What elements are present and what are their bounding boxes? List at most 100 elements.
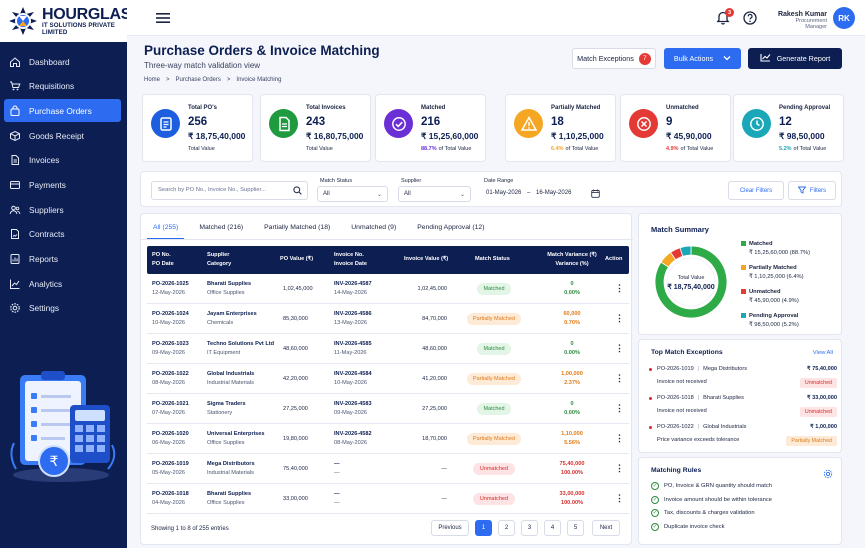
donut-slice-pending-approval[interactable] bbox=[679, 245, 692, 257]
sidebar-item-settings[interactable]: Settings bbox=[4, 297, 121, 320]
table-row[interactable]: PO-2026-1018 04-May-2026 Bharati Supplies O… bbox=[147, 484, 629, 514]
col-invoice-value[interactable]: Invoice Value (₹) bbox=[404, 256, 449, 262]
invoice-number[interactable]: INV-2026-4584 bbox=[334, 371, 372, 377]
breadcrumb-home[interactable]: Home bbox=[144, 77, 161, 83]
generate-report-button[interactable]: Generate Report bbox=[748, 48, 842, 69]
tab-unmatched[interactable]: Unmatched (9) bbox=[351, 224, 397, 231]
row-actions-menu-icon[interactable]: ⋮ bbox=[615, 343, 624, 353]
table-row[interactable]: PO-2026-1024 10-May-2026 Jayam Enterprises… bbox=[147, 304, 629, 334]
sidebar-item-purchase-orders[interactable]: Purchase Orders bbox=[4, 99, 121, 123]
col-po-no[interactable]: PO No. bbox=[152, 252, 171, 258]
pagination-previous[interactable]: Previous bbox=[431, 520, 469, 536]
search-icon[interactable] bbox=[293, 186, 302, 197]
stat-card-partially-matched[interactable]: Partially Matched 18 ₹ 1,10,25,000 6.4% of T… bbox=[505, 94, 616, 162]
date-range-picker[interactable]: 01-May-2026 – 16-May-2026 bbox=[481, 186, 603, 202]
col-po-date[interactable]: PO Date bbox=[152, 261, 174, 267]
rule-text: Invoice amount should be within toleranc… bbox=[664, 496, 772, 503]
sidebar-item-goods-receipt[interactable]: Goods Receipt bbox=[4, 124, 121, 147]
row-actions-menu-icon[interactable]: ⋮ bbox=[615, 403, 624, 413]
table-row[interactable]: PO-2026-1020 06-May-2026 Universal Enterpr… bbox=[147, 424, 629, 454]
settings-gear-icon[interactable] bbox=[823, 466, 833, 484]
invoice-number[interactable]: INV-2026-4582 bbox=[334, 431, 372, 437]
stat-card-pending-approval[interactable]: Pending Approval 12 ₹ 98,50,000 5.2% of Tota… bbox=[733, 94, 844, 162]
calendar-icon[interactable] bbox=[591, 189, 600, 200]
pagination-page[interactable]: 3 bbox=[521, 520, 538, 536]
clear-filters-button[interactable]: Clear Filters bbox=[728, 181, 784, 200]
stat-card-total-invoices[interactable]: Total Invoices 243 ₹ 16,80,75,000 Total Val… bbox=[260, 94, 371, 162]
tab-partially-matched[interactable]: Partially Matched (18) bbox=[264, 224, 331, 231]
po-number[interactable]: PO-2026-1021 bbox=[152, 401, 189, 407]
stat-card-total-po-s[interactable]: Total PO's 256 ₹ 18,75,40,000 Total Value bbox=[142, 94, 253, 162]
stat-card-matched[interactable]: Matched 216 ₹ 15,25,60,000 88.7% of Total Va… bbox=[375, 94, 486, 162]
match-status-select[interactable]: All ⌄ bbox=[317, 186, 388, 202]
row-actions-menu-icon[interactable]: ⋮ bbox=[615, 313, 624, 323]
view-all-link[interactable]: View All bbox=[812, 350, 833, 356]
po-number[interactable]: PO-2026-1022 bbox=[152, 371, 189, 377]
col-invoice-no[interactable]: Invoice No. bbox=[334, 252, 364, 258]
row-actions-menu-icon[interactable]: ⋮ bbox=[615, 283, 624, 293]
logo[interactable]: HOURGLASS IT SOLUTIONS PRIVATE LIMITED bbox=[0, 0, 142, 42]
pagination-page[interactable]: 5 bbox=[567, 520, 584, 536]
row-actions-menu-icon[interactable]: ⋮ bbox=[615, 433, 624, 443]
sidebar-item-suppliers[interactable]: Suppliers bbox=[4, 198, 121, 221]
sidebar-item-requisitions[interactable]: Requisitions bbox=[4, 75, 121, 98]
invoice-number[interactable]: INV-2026-4583 bbox=[334, 401, 372, 407]
stat-card-unmatched[interactable]: Unmatched 9 ₹ 45,90,000 4.9% of Total Value bbox=[620, 94, 731, 162]
breadcrumb-purchase-orders[interactable]: Purchase Orders bbox=[175, 77, 221, 83]
stat-count: 243 bbox=[306, 116, 326, 128]
sidebar-item-dashboard[interactable]: Dashboard bbox=[4, 50, 121, 73]
table-row[interactable]: PO-2026-1022 08-May-2026 Global Industrial… bbox=[147, 364, 629, 394]
col-variance-pct[interactable]: Variance (%) bbox=[555, 261, 589, 267]
po-number[interactable]: PO-2026-1019 bbox=[152, 461, 189, 467]
tab-all[interactable]: All (255) bbox=[147, 219, 185, 240]
legend-swatch bbox=[741, 265, 746, 270]
search-input[interactable]: Search by PO No., Invoice No., Supplier.… bbox=[151, 181, 308, 200]
table-row[interactable]: PO-2026-1019 05-May-2026 Mega Distributors… bbox=[147, 454, 629, 484]
table-row[interactable]: PO-2026-1025 12-May-2026 Bharati Supplies O… bbox=[147, 274, 629, 304]
table-row[interactable]: PO-2026-1023 09-May-2026 Techno Solutions … bbox=[147, 334, 629, 364]
help-icon[interactable] bbox=[743, 11, 757, 25]
supplier-select[interactable]: All ⌄ bbox=[398, 186, 471, 202]
stat-count: 216 bbox=[421, 116, 441, 128]
invoice-number[interactable]: INV-2026-4586 bbox=[334, 311, 372, 317]
table-row[interactable]: PO-2026-1021 07-May-2026 Sigma Traders Stat… bbox=[147, 394, 629, 424]
row-actions-menu-icon[interactable]: ⋮ bbox=[615, 463, 624, 473]
po-number[interactable]: PO-2026-1025 bbox=[152, 281, 189, 287]
po-number[interactable]: PO-2026-1023 bbox=[152, 341, 189, 347]
po-value: 85,30,000 bbox=[283, 316, 308, 322]
col-match-variance[interactable]: Match Variance (₹) bbox=[547, 252, 597, 258]
sidebar-item-reports[interactable]: Reports bbox=[4, 248, 121, 271]
col-match-status[interactable]: Match Status bbox=[475, 256, 510, 262]
sidebar-item-payments[interactable]: Payments bbox=[4, 173, 121, 196]
pagination-page[interactable]: 2 bbox=[498, 520, 515, 536]
sidebar-item-invoices[interactable]: Invoices bbox=[4, 149, 121, 172]
filters-button[interactable]: Filters bbox=[788, 181, 836, 200]
col-supplier[interactable]: Supplier bbox=[207, 252, 230, 258]
sidebar-item-analytics[interactable]: Analytics bbox=[4, 272, 121, 295]
po-number[interactable]: PO-2026-1020 bbox=[152, 431, 189, 437]
po-value: 48,60,000 bbox=[283, 346, 308, 352]
donut-slice-matched[interactable] bbox=[654, 245, 728, 319]
invoice-number[interactable]: INV-2026-4585 bbox=[334, 341, 372, 347]
tab-matched[interactable]: Matched (216) bbox=[199, 224, 244, 231]
avatar[interactable]: RK bbox=[833, 7, 855, 29]
user-menu[interactable]: Rakesh Kumar Procurement Manager bbox=[777, 11, 827, 30]
tab-pending-approval[interactable]: Pending Approval (12) bbox=[417, 224, 485, 231]
hamburger-menu-icon[interactable] bbox=[156, 12, 170, 24]
pagination-next[interactable]: Next bbox=[592, 520, 620, 536]
po-number[interactable]: PO-2026-1024 bbox=[152, 311, 189, 317]
pagination-page[interactable]: 1 bbox=[475, 520, 492, 536]
pagination-page[interactable]: 4 bbox=[544, 520, 561, 536]
bulk-actions-button[interactable]: Bulk Actions bbox=[664, 48, 741, 69]
col-category[interactable]: Category bbox=[207, 261, 232, 267]
col-invoice-date[interactable]: Invoice Date bbox=[334, 261, 367, 267]
invoice-number[interactable]: — bbox=[334, 491, 340, 497]
match-exceptions-button[interactable]: Match Exceptions 7 bbox=[572, 48, 656, 69]
col-po-value[interactable]: PO Value (₹) bbox=[280, 256, 314, 262]
invoice-number[interactable]: — bbox=[334, 461, 340, 467]
row-actions-menu-icon[interactable]: ⋮ bbox=[615, 493, 624, 503]
invoice-number[interactable]: INV-2026-4587 bbox=[334, 281, 372, 287]
po-number[interactable]: PO-2026-1018 bbox=[152, 491, 189, 497]
row-actions-menu-icon[interactable]: ⋮ bbox=[615, 373, 624, 383]
sidebar-item-contracts[interactable]: Contracts bbox=[4, 223, 121, 246]
